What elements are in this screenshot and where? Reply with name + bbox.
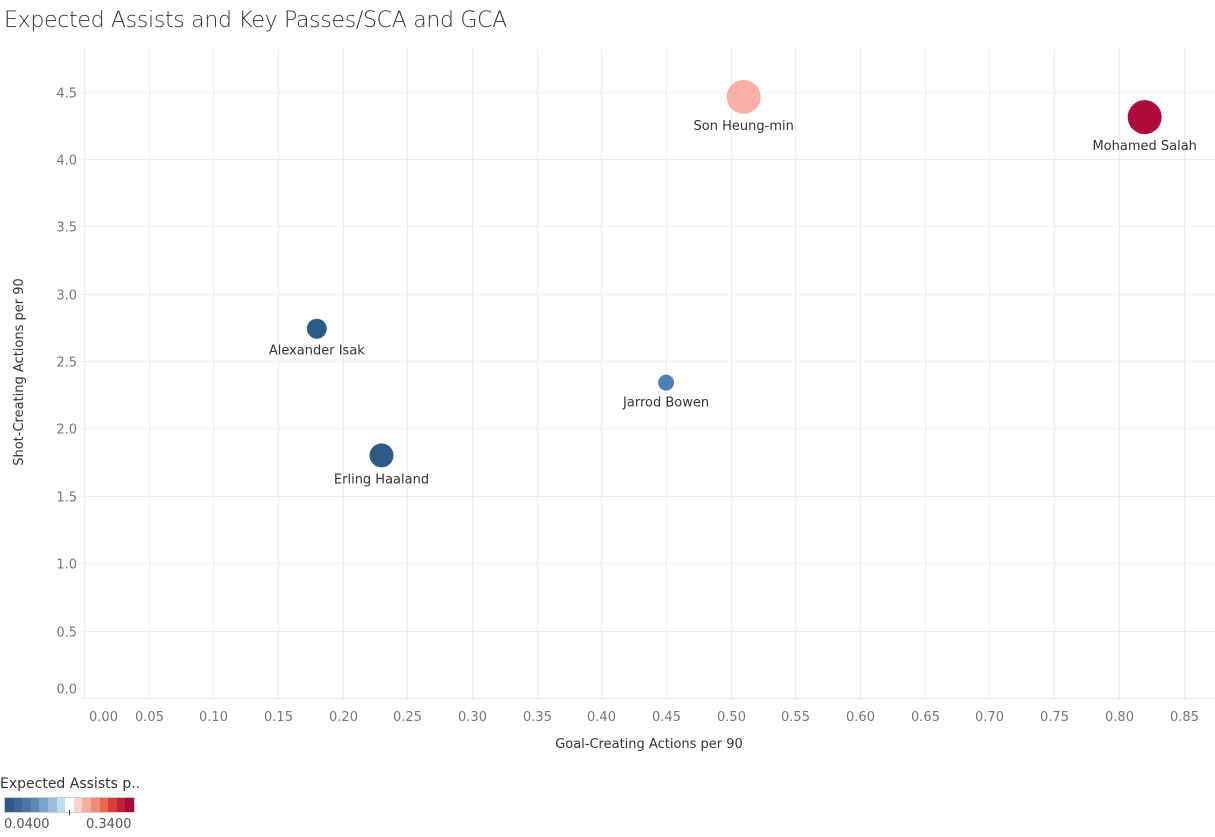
legend-swatch xyxy=(22,798,31,812)
x-tick-label: 0.45 xyxy=(652,710,681,725)
legend-swatch xyxy=(5,798,14,812)
y-tick-label: 2.5 xyxy=(56,356,77,371)
y-tick-label: 2.0 xyxy=(56,423,77,438)
data-point[interactable] xyxy=(726,79,761,114)
x-tick-label: 0.05 xyxy=(135,710,164,725)
legend-midpoint-tick xyxy=(69,810,70,815)
x-tick-label: 0.35 xyxy=(523,710,552,725)
data-point-label: Erling Haaland xyxy=(334,472,429,487)
y-tick-label: 4.0 xyxy=(56,154,77,169)
legend-swatch xyxy=(73,798,83,812)
y-axis-ticks: 0.0 0.5 1.0 1.5 2.0 2.5 3.0 3.5 4.0 4.5 xyxy=(56,87,77,698)
y-tick-label: 0.5 xyxy=(56,626,77,641)
scatter-chart: 0.00 0.05 0.10 0.15 0.20 0.25 0.30 0.35 0.40 0.45… xyxy=(12,49,1215,752)
legend-min-label: 0.0400 xyxy=(4,817,50,832)
x-tick-label: 0.70 xyxy=(975,710,1004,725)
legend-title: Expected Assists p.. xyxy=(0,776,141,792)
legend-swatch xyxy=(82,798,91,812)
data-point-label: Mohamed Salah xyxy=(1092,139,1196,154)
y-tick-label: 1.0 xyxy=(56,558,77,573)
legend-swatch xyxy=(13,798,23,812)
grid-lines xyxy=(81,49,1215,700)
y-tick-label: 3.0 xyxy=(56,289,77,304)
x-tick-label: 0.15 xyxy=(264,710,293,725)
chart-title: Expected Assists and Key Passes/SCA and … xyxy=(4,8,507,33)
legend-swatch xyxy=(30,798,40,812)
x-tick-label: 0.25 xyxy=(393,710,422,725)
x-tick-label: 0.65 xyxy=(911,710,940,725)
legend-swatch xyxy=(99,798,109,812)
data-point-group[interactable]: Son Heung-min xyxy=(694,79,794,134)
x-tick-label: 0.85 xyxy=(1170,710,1199,725)
x-tick-label: 0.60 xyxy=(846,710,875,725)
y-axis-title: Shot-Creating Actions per 90 xyxy=(12,278,27,466)
legend-swatch xyxy=(125,798,134,812)
data-points: Son Heung-min Mohamed Salah Alexander Isak… xyxy=(269,79,1197,487)
data-point-group[interactable]: Erling Haaland xyxy=(334,443,429,487)
x-tick-label: 0.00 xyxy=(89,710,118,725)
x-tick-label: 0.10 xyxy=(199,710,228,725)
legend-swatch xyxy=(65,798,74,812)
data-point-group[interactable]: Jarrod Bowen xyxy=(622,374,709,411)
data-point[interactable] xyxy=(1127,100,1162,135)
x-tick-label: 0.55 xyxy=(781,710,810,725)
legend-swatch xyxy=(108,798,117,812)
data-point-group[interactable]: Alexander Isak xyxy=(269,318,365,359)
x-tick-label: 0.75 xyxy=(1040,710,1069,725)
x-axis-ticks: 0.00 0.05 0.10 0.15 0.20 0.25 0.30 0.35 0.40 0.45… xyxy=(89,710,1199,725)
legend-swatch xyxy=(56,798,66,812)
x-tick-label: 0.50 xyxy=(717,710,746,725)
x-tick-label: 0.20 xyxy=(329,710,358,725)
y-tick-label: 0.0 xyxy=(56,683,77,698)
data-point[interactable] xyxy=(658,374,675,391)
y-tick-label: 1.5 xyxy=(56,491,77,506)
legend-swatch xyxy=(39,798,48,812)
data-point-label: Son Heung-min xyxy=(694,119,794,134)
legend-swatch xyxy=(116,798,126,812)
data-point-group[interactable]: Mohamed Salah xyxy=(1092,100,1197,154)
x-axis-title: Goal-Creating Actions per 90 xyxy=(555,737,743,752)
data-point-label: Alexander Isak xyxy=(269,344,365,359)
x-tick-label: 0.40 xyxy=(587,710,616,725)
x-tick-label: 0.80 xyxy=(1105,710,1134,725)
y-tick-label: 3.5 xyxy=(56,221,77,236)
data-point[interactable] xyxy=(306,318,327,339)
x-tick-label: 0.30 xyxy=(458,710,487,725)
data-point-label: Jarrod Bowen xyxy=(622,396,709,411)
data-point[interactable] xyxy=(369,443,394,468)
color-legend-bar xyxy=(4,797,135,813)
y-tick-label: 4.5 xyxy=(56,87,77,102)
legend-swatch xyxy=(47,798,57,812)
legend-swatch xyxy=(90,798,100,812)
legend-max-label: 0.3400 xyxy=(86,817,132,832)
